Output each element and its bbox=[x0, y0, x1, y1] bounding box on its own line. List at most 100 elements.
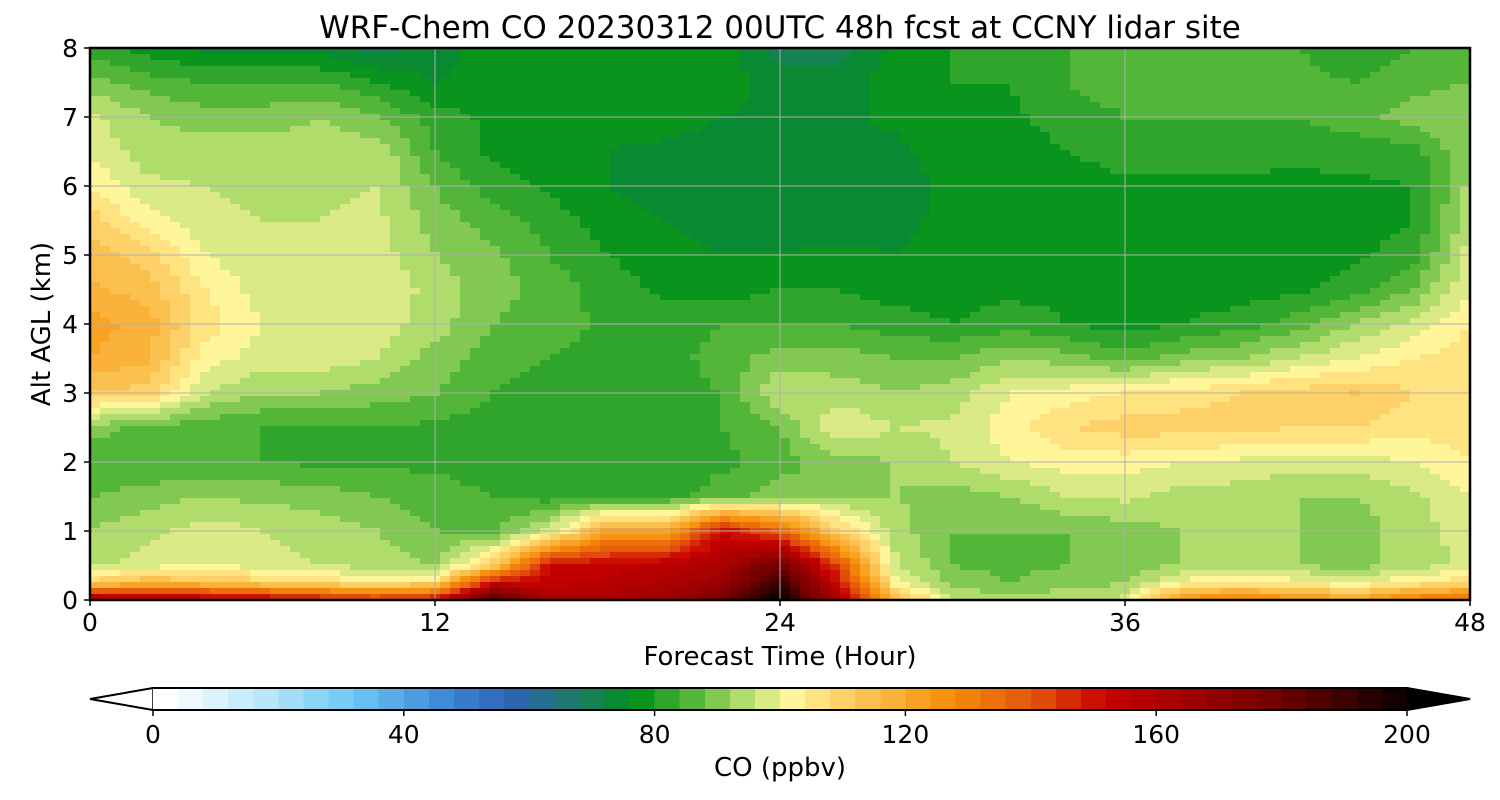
contour-cell bbox=[1150, 150, 1161, 157]
contour-cell bbox=[330, 90, 341, 97]
contour-cell bbox=[690, 66, 701, 73]
contour-cell bbox=[800, 186, 811, 193]
contour-cell bbox=[1020, 222, 1031, 229]
contour-cell bbox=[1150, 120, 1161, 127]
contour-cell bbox=[250, 144, 261, 151]
contour-cell bbox=[420, 234, 431, 241]
contour-cell bbox=[1070, 126, 1081, 133]
contour-cell bbox=[940, 222, 951, 229]
contour-cell bbox=[1370, 240, 1381, 247]
contour-cell bbox=[1080, 78, 1091, 85]
contour-cell bbox=[1240, 72, 1251, 79]
contour-cell bbox=[370, 138, 381, 145]
contour-cell bbox=[580, 84, 591, 91]
contour-cell bbox=[1000, 234, 1011, 241]
contour-cell bbox=[790, 192, 801, 199]
contour-cell bbox=[180, 240, 191, 247]
contour-cell bbox=[140, 60, 151, 67]
contour-cell bbox=[310, 72, 321, 79]
contour-cell bbox=[380, 258, 391, 265]
contour-cell bbox=[930, 60, 941, 67]
contour-cell bbox=[1310, 222, 1321, 229]
contour-cell bbox=[680, 108, 691, 115]
contour-cell bbox=[310, 216, 321, 223]
contour-cell bbox=[400, 132, 411, 139]
contour-cell bbox=[1450, 258, 1461, 265]
contour-cell bbox=[210, 138, 221, 145]
contour-cell bbox=[1160, 168, 1171, 175]
contour-cell bbox=[160, 168, 171, 175]
contour-cell bbox=[280, 258, 291, 265]
contour-cell bbox=[680, 72, 691, 79]
contour-cell bbox=[1390, 102, 1401, 109]
contour-cell bbox=[310, 78, 321, 85]
contour-cell bbox=[720, 198, 731, 205]
contour-cell bbox=[1460, 234, 1471, 241]
contour-cell bbox=[1070, 210, 1081, 217]
contour-cell bbox=[660, 96, 671, 103]
contour-cell bbox=[650, 234, 661, 241]
contour-cell bbox=[1140, 108, 1151, 115]
contour-cell bbox=[1060, 162, 1071, 169]
contour-cell bbox=[1130, 168, 1141, 175]
contour-cell bbox=[980, 102, 991, 109]
contour-cell bbox=[780, 210, 791, 217]
contour-cell bbox=[250, 186, 261, 193]
contour-cell bbox=[670, 138, 681, 145]
contour-cell bbox=[1390, 198, 1401, 205]
contour-cell bbox=[1130, 48, 1141, 55]
contour-cell bbox=[960, 246, 971, 253]
contour-cell bbox=[200, 210, 211, 217]
contour-cell bbox=[1260, 204, 1271, 211]
contour-cell bbox=[1040, 228, 1051, 235]
contour-cell bbox=[500, 192, 511, 199]
contour-cell bbox=[1140, 240, 1151, 247]
contour-cell bbox=[490, 240, 501, 247]
contour-cell bbox=[980, 222, 991, 229]
contour-cell bbox=[140, 192, 151, 199]
contour-cell bbox=[1000, 144, 1011, 151]
contour-cell bbox=[780, 234, 791, 241]
contour-cell bbox=[1440, 48, 1451, 55]
contour-cell bbox=[1190, 126, 1201, 133]
contour-cell bbox=[920, 234, 931, 241]
contour-cell bbox=[620, 162, 631, 169]
contour-cell bbox=[890, 66, 901, 73]
contour-cell bbox=[1390, 66, 1401, 73]
contour-cell bbox=[440, 138, 451, 145]
contour-cell bbox=[250, 240, 261, 247]
contour-cell bbox=[1450, 60, 1461, 67]
contour-cell bbox=[110, 120, 121, 127]
contour-cell bbox=[900, 180, 911, 187]
contour-cell bbox=[860, 192, 871, 199]
contour-cell bbox=[630, 66, 641, 73]
contour-cell bbox=[1150, 132, 1161, 139]
contour-cell bbox=[280, 234, 291, 241]
contour-cell bbox=[410, 126, 421, 133]
contour-cell bbox=[960, 96, 971, 103]
contour-cell bbox=[1290, 54, 1301, 61]
contour-cell bbox=[630, 60, 641, 67]
contour-cell bbox=[380, 204, 391, 211]
contour-cell bbox=[790, 222, 801, 229]
contour-cell bbox=[420, 126, 431, 133]
contour-cell bbox=[900, 228, 911, 235]
contour-cell bbox=[1330, 210, 1341, 217]
contour-cell bbox=[910, 174, 921, 181]
contour-cell bbox=[1090, 162, 1101, 169]
contour-cell bbox=[170, 228, 181, 235]
contour-cell bbox=[220, 246, 231, 253]
contour-cell bbox=[320, 48, 331, 55]
contour-cell bbox=[780, 156, 791, 163]
contour-cell bbox=[790, 156, 801, 163]
contour-cell bbox=[1020, 228, 1031, 235]
contour-cell bbox=[760, 258, 771, 265]
contour-cell bbox=[110, 210, 121, 217]
contour-cell bbox=[620, 78, 631, 85]
contour-cell bbox=[290, 156, 301, 163]
contour-cell bbox=[350, 204, 361, 211]
contour-cell bbox=[190, 132, 201, 139]
contour-cell bbox=[90, 66, 101, 73]
contour-cell bbox=[750, 240, 761, 247]
contour-cell bbox=[970, 132, 981, 139]
